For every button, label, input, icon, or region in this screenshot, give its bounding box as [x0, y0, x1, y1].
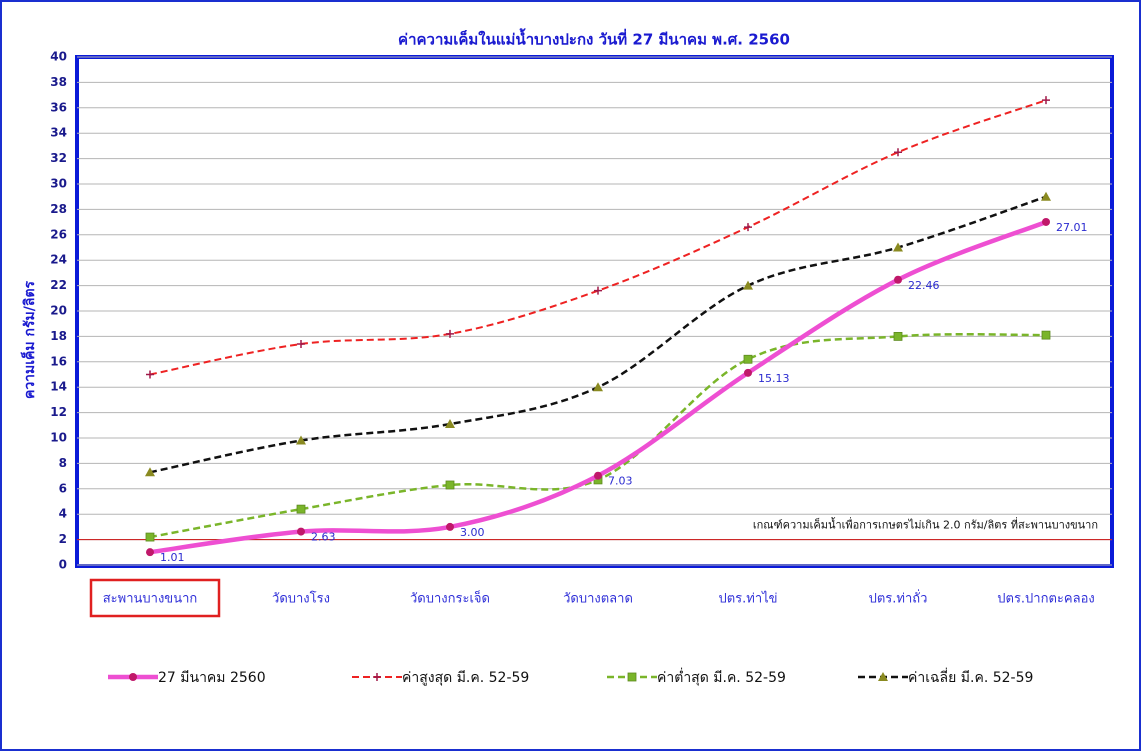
point: [894, 275, 902, 284]
y-tick-label: 6: [59, 481, 67, 495]
point: [743, 354, 753, 364]
point: [296, 504, 306, 514]
point: [894, 148, 902, 157]
point: [594, 286, 602, 295]
chart-title: ค่าความเค็มในแม่น้ำบางปะกง วันที่ 27 มีน…: [398, 28, 790, 49]
y-tick-label: 2: [59, 532, 67, 546]
y-tick-label: 22: [50, 278, 67, 292]
point: [744, 368, 752, 377]
point: [1041, 330, 1051, 340]
threshold-label: เกณฑ์ความเค็มน้ำเพื่อการเกษตรไม่เกิน 2.0…: [753, 517, 1098, 532]
point: [743, 280, 753, 290]
y-tick-label: 26: [50, 227, 67, 241]
point: [446, 522, 454, 531]
y-tick-label: 24: [50, 253, 67, 267]
series: 1.01 2.63 3.00 7.03 15.13 22.46 27.01: [146, 217, 1088, 564]
point: [146, 370, 154, 379]
x-tick-label: วัดบางตลาด: [563, 592, 633, 607]
point: [296, 435, 306, 445]
highlight-box: [89, 578, 221, 618]
x-tick-label: สะพานบางขนาก: [103, 592, 198, 607]
point: [893, 242, 903, 252]
y-tick-label: 14: [50, 380, 67, 394]
point: [145, 532, 155, 542]
data-label: 2.63: [311, 531, 336, 544]
legend-label: 27 มีนาคม 2560: [158, 670, 266, 686]
x-tick-label: วัดบางกระเจ็ด: [410, 589, 490, 607]
series: [146, 96, 1050, 379]
point: [1041, 191, 1051, 201]
y-tick-label: 12: [50, 405, 67, 419]
x-tick-label: ปตร.ปากตะคลอง: [997, 592, 1094, 607]
legend-label: ค่าเฉลี่ย มี.ค. 52-59: [908, 668, 1033, 686]
y-tick-label: 32: [50, 151, 67, 165]
point: [893, 331, 903, 341]
y-tick-label: 16: [50, 354, 67, 368]
legend-marker: [129, 673, 137, 681]
y-tick-label: 20: [50, 304, 67, 318]
y-tick-label: 30: [50, 177, 67, 191]
y-tick-label: 40: [50, 50, 67, 64]
point: [445, 480, 455, 490]
y-tick-label: 8: [59, 456, 67, 470]
series: [145, 191, 1051, 477]
point: [297, 340, 305, 349]
data-label: 3.00: [460, 526, 485, 539]
data-label: 15.13: [758, 372, 790, 385]
legend-label: ค่าต่ำสุด มี.ค. 52-59: [657, 668, 786, 686]
point: [297, 527, 305, 536]
legend-marker: [627, 672, 637, 682]
data-label: 1.01: [160, 551, 185, 564]
point: [594, 471, 602, 480]
x-tick-label: ปตร.ท่าถั่ว: [869, 590, 928, 607]
point: [1042, 217, 1050, 226]
legend-label: ค่าสูงสุด มี.ค. 52-59: [402, 670, 529, 686]
point: [445, 419, 455, 429]
y-tick-label: 10: [50, 431, 67, 445]
y-tick-label: 38: [50, 75, 67, 89]
data-label: 7.03: [608, 475, 633, 488]
series: [145, 330, 1051, 542]
y-tick-label: 34: [50, 126, 67, 140]
y-tick-label: 0: [59, 558, 67, 572]
point: [446, 329, 454, 338]
data-label: 27.01: [1056, 221, 1088, 234]
point: [1042, 96, 1050, 105]
point: [145, 467, 155, 477]
y-tick-label: 4: [59, 507, 67, 521]
data-label: 22.46: [908, 279, 940, 292]
x-tick-label: วัดบางโรง: [272, 591, 330, 607]
y-axis-label: ความเค็ม กรัม/ลิตร: [20, 280, 38, 399]
point: [146, 548, 154, 557]
y-tick-label: 36: [50, 100, 67, 114]
y-tick-label: 18: [50, 329, 67, 343]
legend-marker: [373, 673, 381, 681]
x-tick-label: ปตร.ท่าไข่: [718, 591, 777, 607]
point: [593, 382, 603, 392]
legend-marker: [878, 672, 888, 681]
y-tick-label: 28: [50, 202, 67, 216]
point: [744, 223, 752, 232]
